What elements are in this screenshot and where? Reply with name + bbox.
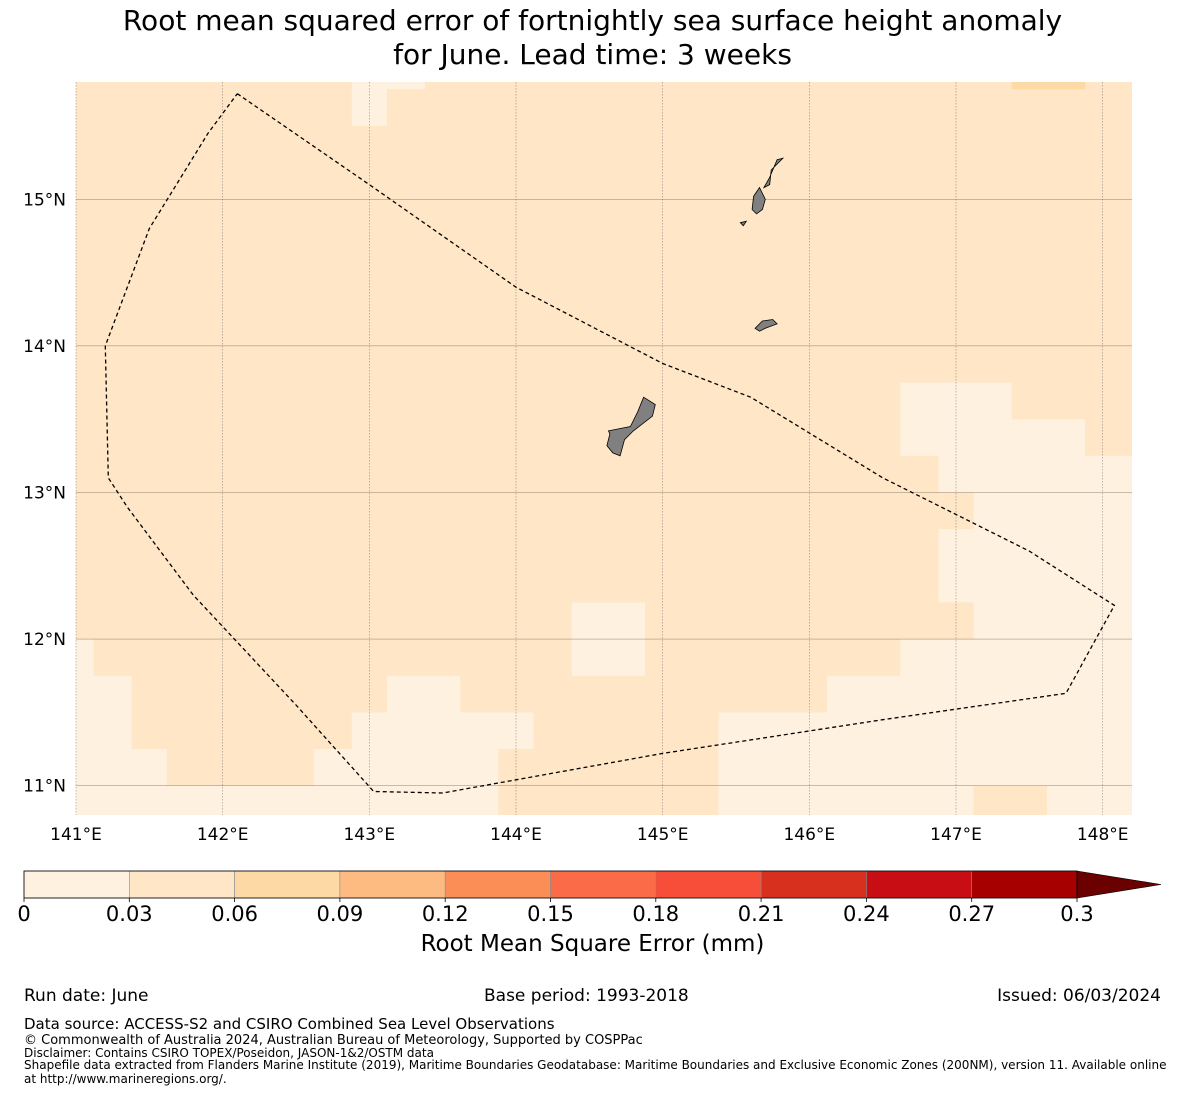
chart-title: Root mean squared error of fortnightly s… bbox=[0, 4, 1185, 72]
island-shape bbox=[751, 186, 766, 215]
gridlines bbox=[75, 82, 1132, 815]
colorbar-segment bbox=[760, 870, 867, 899]
colorbar-label: Root Mean Square Error (mm) bbox=[420, 931, 765, 957]
islands bbox=[606, 157, 785, 457]
island-shape bbox=[606, 396, 656, 457]
copyright: © Commonwealth of Australia 2024, Austra… bbox=[24, 1033, 643, 1048]
high-rmse-region bbox=[1011, 82, 1086, 90]
island-shape bbox=[754, 319, 778, 332]
colorbar-tick-label: 0.06 bbox=[211, 902, 258, 926]
colorbar-tick-label: 0.15 bbox=[527, 902, 574, 926]
shapefile-credit-line-2: at http://www.marineregions.org/. bbox=[24, 1072, 227, 1086]
base-period: Base period: 1993-2018 bbox=[484, 986, 689, 1006]
lon-tick-label: 145°E bbox=[637, 825, 689, 845]
lat-tick-label: 12°N bbox=[23, 630, 66, 650]
lon-tick-label: 141°E bbox=[50, 825, 102, 845]
disclaimer: Disclaimer: Contains CSIRO TOPEX/Poseido… bbox=[24, 1046, 434, 1060]
colorbar-segment bbox=[971, 870, 1078, 899]
eez-outline bbox=[104, 93, 1116, 794]
colorbar-tick-label: 0.24 bbox=[843, 902, 890, 926]
colorbar-segment bbox=[23, 870, 130, 899]
colorbar: 0 0.03 0.06 0.09 0.12 0.15 0.18 0.21 0.24 0.27 0.3 bbox=[17, 870, 1162, 926]
low-rmse-region bbox=[386, 82, 426, 90]
low-rmse-region bbox=[76, 639, 534, 815]
axis-ticks: 141°E 142°E 143°E 144°E 145°E 146°E 147°E 148°E… bbox=[23, 190, 1128, 845]
colorbar-segment bbox=[129, 870, 235, 899]
run-date: Run date: June bbox=[24, 986, 149, 1006]
colorbar-extend-arrow bbox=[1076, 870, 1162, 899]
island-shape bbox=[739, 220, 748, 227]
map-figure: 141°E 142°E 143°E 144°E 145°E 146°E 147°E 148°E… bbox=[17, 82, 1162, 926]
colorbar-tick-label: 0.18 bbox=[632, 902, 679, 926]
colorbar-tick-label: 0.09 bbox=[317, 902, 364, 926]
lon-tick-label: 148°E bbox=[1077, 825, 1129, 845]
lon-tick-label: 147°E bbox=[930, 825, 982, 845]
colorbar-segment bbox=[550, 870, 657, 899]
colorbar-segment bbox=[234, 870, 341, 899]
title-line-2: for June. Lead time: 3 weeks bbox=[393, 38, 792, 71]
colorbar-tick-label: 0.21 bbox=[738, 902, 785, 926]
issued-date: Issued: 06/03/2024 bbox=[997, 986, 1161, 1006]
data-source: Data source: ACCESS-S2 and CSIRO Combine… bbox=[24, 1015, 555, 1033]
lon-tick-label: 146°E bbox=[783, 825, 835, 845]
eez-boundary bbox=[104, 93, 1116, 794]
colorbar-tick-label: 0.27 bbox=[948, 902, 995, 926]
lat-tick-label: 11°N bbox=[23, 777, 66, 797]
lon-tick-label: 142°E bbox=[197, 825, 249, 845]
lat-tick-label: 13°N bbox=[23, 483, 66, 503]
island-shape bbox=[762, 157, 785, 189]
colorbar-tick-label: 0 bbox=[17, 902, 30, 926]
shapefile-credit-line-1: Shapefile data extracted from Flanders M… bbox=[24, 1058, 1167, 1072]
lon-tick-label: 143°E bbox=[343, 825, 395, 845]
lat-tick-label: 14°N bbox=[23, 337, 66, 357]
lon-tick-label: 144°E bbox=[490, 825, 542, 845]
colorbar-segment bbox=[655, 870, 762, 899]
low-rmse-region bbox=[718, 382, 1132, 815]
title-line-1: Root mean squared error of fortnightly s… bbox=[122, 4, 1063, 37]
colorbar-segment bbox=[339, 870, 446, 899]
colorbar-segment bbox=[444, 870, 551, 899]
rmse-cells bbox=[76, 82, 1132, 815]
colorbar-tick-label: 0.3 bbox=[1060, 902, 1093, 926]
colorbar-tick-label: 0.03 bbox=[106, 902, 153, 926]
colorbar-tick-label: 0.12 bbox=[422, 902, 469, 926]
colorbar-segment bbox=[866, 870, 973, 899]
lat-tick-label: 15°N bbox=[23, 190, 66, 210]
